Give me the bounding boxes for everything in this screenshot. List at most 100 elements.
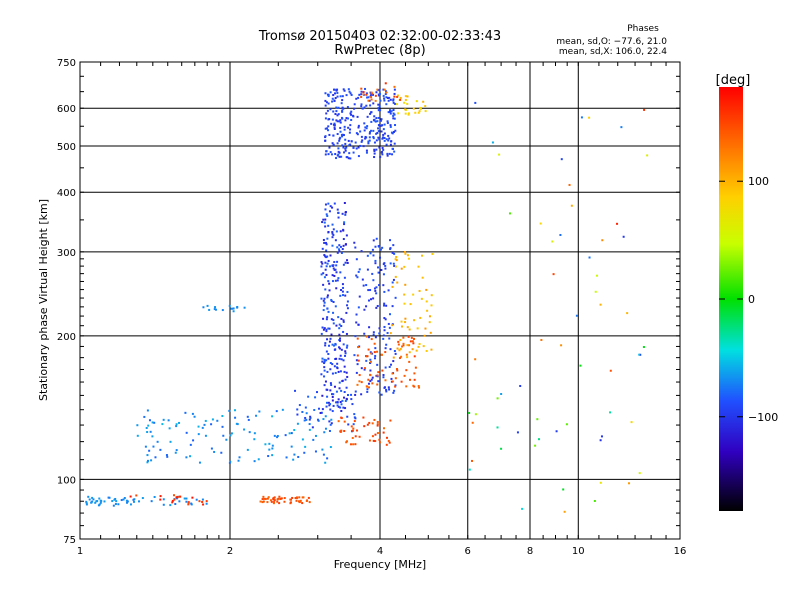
data-point [405,353,408,356]
data-point [559,233,562,236]
data-point [418,386,421,389]
data-point [409,303,412,306]
data-point [336,401,339,404]
data-point [262,495,265,498]
data-point [369,360,372,363]
data-point [360,90,363,93]
data-point [375,117,378,120]
data-point [395,103,398,106]
data-point [394,352,397,355]
data-point [389,248,392,251]
data-point [331,142,334,145]
data-point [343,420,346,423]
data-point [362,91,365,94]
data-point [363,425,366,428]
data-point [123,497,126,500]
data-point [328,210,331,213]
data-point [413,319,416,322]
data-point [146,461,149,464]
data-point [372,297,375,300]
data-point [352,115,355,118]
data-point [324,139,327,142]
data-point [320,273,323,276]
data-point [390,140,393,143]
data-point [332,300,335,303]
data-point [298,496,301,499]
data-point [382,374,385,377]
data-point [580,116,583,119]
data-point [392,117,395,120]
data-point [343,89,346,92]
data-point [185,431,188,434]
data-point [384,90,387,93]
data-point [383,123,386,126]
data-point [378,105,381,108]
data-point [385,436,388,439]
data-point [339,121,342,124]
data-point [428,315,431,318]
data-point [292,458,295,461]
data-point [562,488,565,491]
data-point [325,359,328,362]
data-point [329,265,332,268]
data-point [385,143,388,146]
data-point [376,304,379,307]
data-point [392,130,395,133]
data-point [373,156,376,159]
data-point [327,125,330,128]
data-point [430,294,433,297]
data-point [381,146,384,149]
data-point [148,419,151,422]
data-point [213,308,216,311]
data-point [350,110,353,113]
data-point [382,284,385,287]
data-point [596,274,599,277]
data-point [365,151,368,154]
data-point [369,104,372,107]
data-point [201,500,204,503]
data-point [376,423,379,426]
data-point [354,393,357,396]
data-point [392,98,395,101]
data-point [228,304,231,307]
data-point [342,294,345,297]
data-point [350,113,353,116]
data-point [357,126,360,129]
data-point [343,223,346,226]
data-point [326,395,329,398]
data-point [346,300,349,303]
data-point [187,503,190,506]
data-point [221,309,224,312]
data-point [393,252,396,255]
data-point [383,386,386,389]
data-point [367,140,370,143]
data-point [339,119,342,122]
data-point [357,124,360,127]
data-point [162,498,165,501]
data-point [283,497,286,500]
data-point [370,93,373,96]
data-point [359,144,362,147]
data-point [341,290,344,293]
data-point [193,415,196,418]
data-point [325,273,328,276]
data-point [122,498,125,501]
data-point [338,323,341,326]
data-point [129,503,132,506]
data-point [343,151,346,154]
data-point [335,324,338,327]
data-point [352,151,355,154]
data-point [363,122,366,125]
data-point [301,502,304,505]
data-point [378,124,381,127]
data-point [337,277,340,280]
data-point [377,271,380,274]
data-point [323,366,326,369]
data-point [355,147,358,150]
data-point [324,203,327,206]
data-point [154,456,157,459]
data-point [409,340,412,343]
data-point [161,423,164,426]
data-point [393,88,396,91]
data-point [341,248,344,251]
